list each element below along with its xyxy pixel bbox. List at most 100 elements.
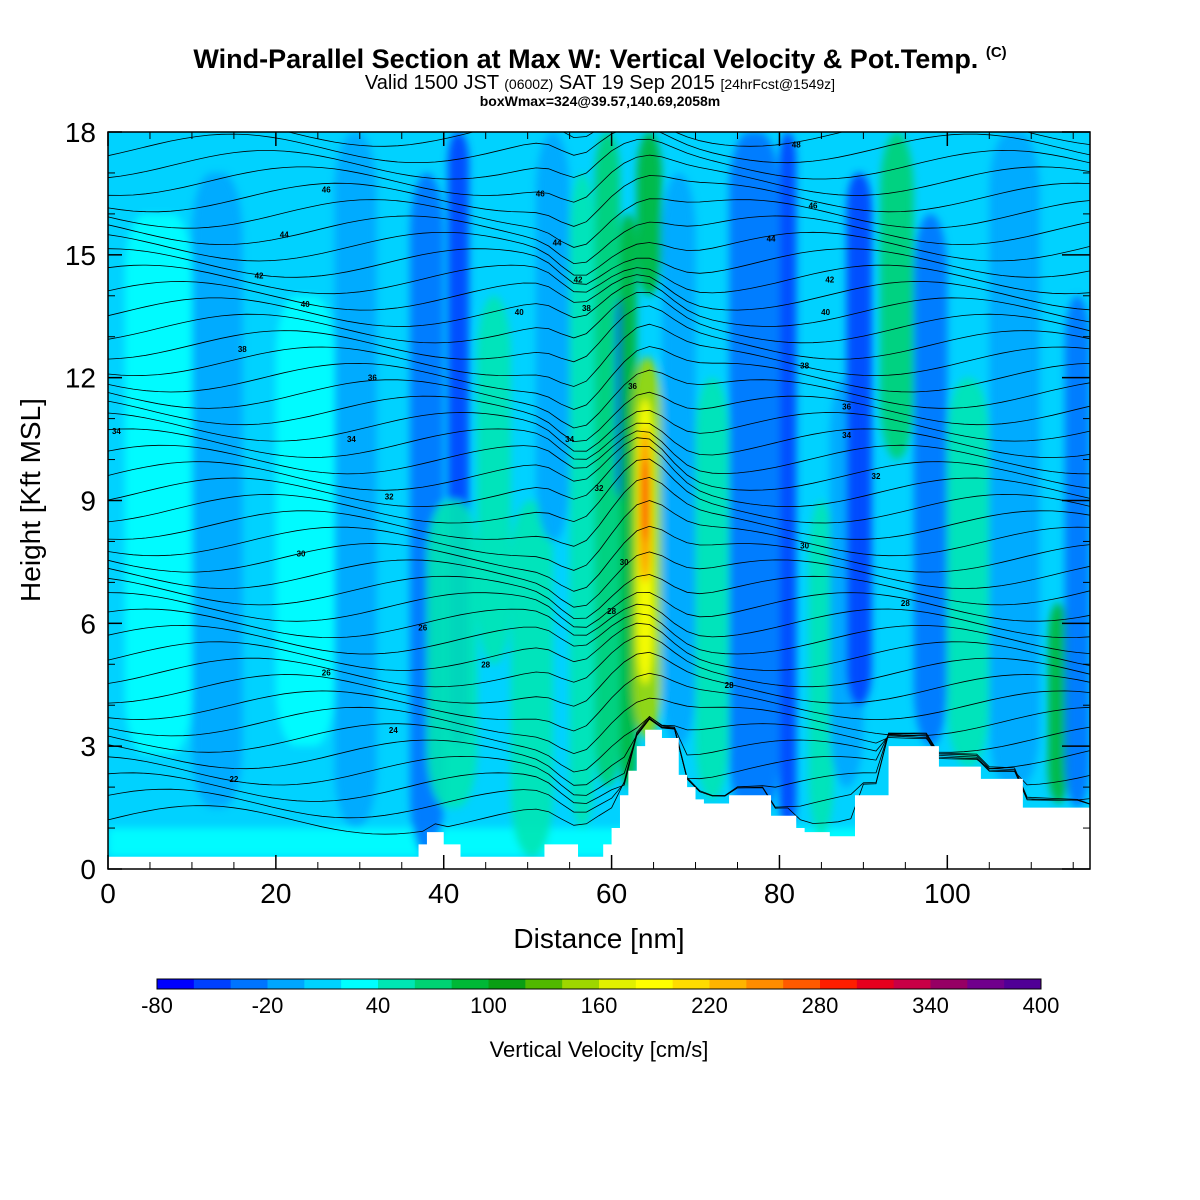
copyright-mark: (C) (985, 44, 1007, 61)
velocity-cell (846, 172, 872, 706)
isentrope-line (108, 500, 1090, 571)
velocity-cell (275, 295, 335, 747)
colorbar-swatch (709, 979, 747, 989)
colorbar-swatch (746, 979, 784, 989)
isentrope-label: 24 (389, 726, 398, 735)
isentrope-label: 42 (255, 271, 264, 280)
isentrope-label: 42 (825, 275, 834, 284)
velocity-cell (636, 132, 662, 296)
isentrope-line (108, 391, 1090, 443)
isentrope-label: 38 (800, 361, 809, 370)
isentrope-line (108, 672, 1090, 732)
velocity-cell (594, 132, 620, 788)
colorbar-tick-label: 340 (912, 993, 949, 1018)
colorbar-frame (156, 978, 1042, 990)
colorbar-tick-label: 280 (802, 993, 839, 1018)
colorbar-tick-label: 160 (581, 993, 618, 1018)
y-tick-labels: 0 3 6 9 12 15 18 (65, 117, 96, 885)
colorbar-swatch (562, 979, 600, 989)
isentrope-lines (108, 101, 1090, 835)
colorbar-swatch (1004, 979, 1042, 989)
colorbar-swatch (230, 979, 268, 989)
isentrope-label: 44 (280, 230, 289, 239)
colorbar-swatch (635, 979, 674, 989)
isentrope-line (108, 101, 1090, 130)
isentrope-label: 36 (628, 382, 637, 391)
isentrope-label: 34 (565, 435, 574, 444)
isentrope-labels: 22 24 26 26 28 28 28 28 30 30 30 32 32 32 34 34 34 34 36 36… (112, 140, 910, 784)
y-tick-label: 9 (80, 486, 96, 517)
isentrope-line (108, 323, 1090, 387)
velocity-cell (191, 172, 243, 808)
isentrope-line (108, 409, 1090, 452)
isentrope-line (108, 651, 1090, 707)
isentrope-label: 34 (112, 427, 121, 436)
isentrope-label: 32 (595, 484, 604, 493)
isentrope-label: 34 (842, 431, 851, 440)
colorbar-tick-labels: -80 -20 40 100 160 220 280 340 400 (141, 993, 1059, 1018)
velocity-cell (569, 172, 595, 829)
isentrope-line (108, 215, 1090, 265)
valid-utc: (0600Z) (504, 76, 554, 92)
isentrope-line (108, 476, 1090, 547)
forecast-label: [24hrFcst@1549z] (720, 76, 836, 92)
isentrope-line (108, 430, 1090, 475)
colorbar-swatch (378, 979, 416, 989)
velocity-cell (947, 377, 990, 767)
isentrope-label: 36 (842, 402, 851, 411)
colorbar-swatch (967, 979, 1005, 989)
isentrope-line (108, 132, 1090, 164)
colorbar-swatch (304, 979, 342, 989)
isentrope-line (108, 231, 1090, 276)
colorbar-swatch (599, 979, 637, 989)
colorbar-swatch (893, 979, 931, 989)
isentrope-label: 22 (229, 775, 238, 784)
velocity-cell (779, 132, 797, 829)
isentrope-line (108, 291, 1090, 344)
isentrope-label: 28 (481, 660, 490, 669)
isentrope-line (108, 305, 1090, 363)
colorbar-tick-label: -80 (141, 993, 173, 1018)
isentrope-line (108, 716, 1090, 773)
plot-area: 22 24 26 26 28 28 28 28 30 30 30 32 32 32 34 34 34 34 36 36… (108, 101, 1090, 869)
colorbar-tick-label: 220 (691, 993, 728, 1018)
x-tick-label: 20 (260, 878, 291, 909)
velocity-cell (510, 500, 553, 857)
isentrope-label: 30 (297, 550, 306, 559)
y-tick-label: 15 (65, 240, 96, 271)
x-axis-label: Distance [nm] (513, 923, 684, 954)
velocity-cell (124, 213, 192, 755)
isentrope-label: 46 (809, 202, 818, 211)
y-tick-label: 18 (65, 117, 96, 148)
isentrope-line (108, 697, 1090, 755)
isentrope-line (108, 718, 1090, 796)
isentrope-line (108, 175, 1090, 227)
isentrope-line (108, 154, 1090, 203)
colorbar-label: Vertical Velocity [cm/s] (490, 1037, 709, 1062)
box-wmax-line: boxWmax=324@39.57,140.69,2058m (479, 93, 721, 109)
colorbar (156, 978, 1042, 990)
isentrope-line (108, 445, 1090, 508)
velocity-cell (1048, 602, 1070, 804)
colorbar-swatch (267, 979, 305, 989)
isentrope-label: 26 (418, 623, 427, 632)
colorbar-swatch (856, 979, 895, 989)
isentrope-line (108, 274, 1090, 311)
axis-ticks (107, 131, 1090, 870)
isentrope-label: 38 (238, 345, 247, 354)
isentrope-label: 42 (574, 275, 583, 284)
colorbar-swatch (488, 979, 526, 989)
valid-time-line: Valid 1500 JST (0600Z) SAT 19 Sep 2015 [… (0, 72, 1200, 95)
isentrope-line (108, 525, 1090, 592)
x-tick-label: 0 (100, 878, 116, 909)
isentrope-line (108, 346, 1090, 410)
isentrope-label: 38 (582, 304, 591, 313)
isentrope-line (108, 603, 1090, 639)
isentrope-label: 40 (515, 308, 524, 317)
velocity-cell (1064, 295, 1090, 808)
isentrope-line (108, 138, 1090, 180)
isentrope-label: 30 (800, 542, 809, 551)
isentrope-label: 30 (620, 558, 629, 567)
velocity-cell (477, 295, 511, 665)
isentrope-line (108, 248, 1090, 285)
